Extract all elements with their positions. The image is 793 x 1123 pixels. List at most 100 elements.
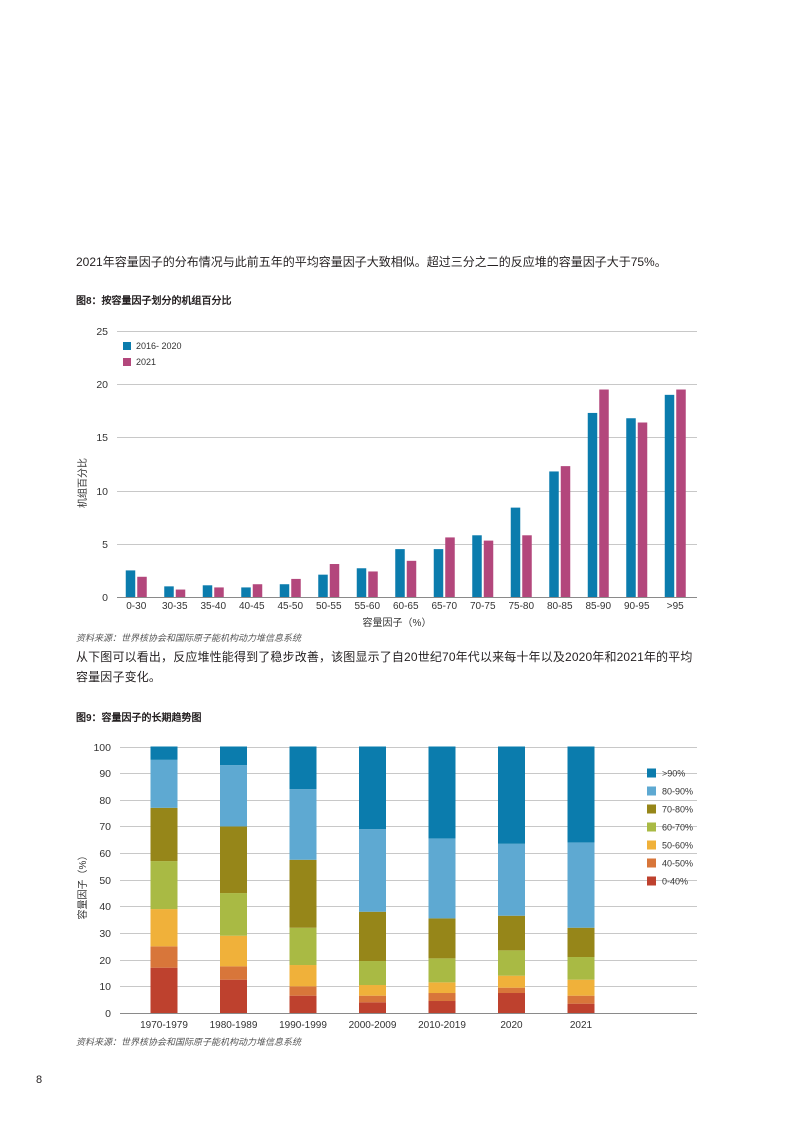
bar-segment-series4-cat6 [567, 927, 595, 958]
bar-segment-series5-cat6 [567, 842, 595, 928]
y-tick-label: 0 [105, 1008, 111, 1020]
bar-series0-cat3 [241, 587, 251, 597]
figure-8-bar-chart: 0 5 10 15 20 25 0-30 30-35 35-40 40-45 45-50 50-55 5… [76, 326, 697, 629]
x-tick-label: 2020 [500, 1020, 523, 1031]
bar-segment-series0-cat2 [289, 995, 317, 1013]
bar-segment-series1-cat5 [498, 987, 525, 994]
bar-series0-cat10 [510, 507, 521, 597]
y-tick-label: 5 [102, 539, 108, 551]
bar-series0-cat9 [472, 535, 482, 597]
x-tick-label: 1970-1979 [140, 1020, 188, 1031]
legend-label-1: 40-50% [662, 859, 693, 869]
y-tick-label: 0 [102, 592, 108, 604]
bar-segment-series5-cat3 [359, 829, 386, 912]
legend-swatch-0 [647, 876, 656, 886]
bar-segment-series4-cat4 [428, 918, 456, 959]
bar-segment-series4-cat1 [220, 826, 247, 894]
body-paragraph: 从下图可以看出，反应堆性能得到了稳步改善，该图显示了自20世纪70年代以来每十年… [76, 647, 693, 687]
bar-segment-series2-cat5 [498, 975, 525, 988]
bar-series0-cat14 [664, 394, 675, 597]
figure-8-title: 图8：按容量因子划分的机组百分比 [76, 296, 232, 307]
x-tick-label: 45-50 [277, 601, 303, 612]
bar-segment-series5-cat2 [289, 789, 317, 860]
page-number: 8 [36, 1074, 43, 1086]
bar-segment-series0-cat4 [428, 1001, 456, 1013]
x-tick-label: 60-65 [393, 601, 419, 612]
legend-label-6: >90% [662, 769, 685, 779]
figure-9-source: 资料来源：世界核协会和国际原子能机构动力堆信息系统 [76, 1037, 302, 1047]
bar-segment-series3-cat0 [150, 861, 178, 910]
x-tick-label: 75-80 [508, 601, 534, 612]
bar-segment-series2-cat2 [289, 965, 317, 987]
x-tick-label: 50-55 [316, 601, 342, 612]
bar-segment-series0-cat3 [359, 1002, 386, 1013]
legend-label-0: 2016- 2020 [136, 341, 182, 351]
x-tick-label: 70-75 [470, 601, 496, 612]
x-tick-label: 85-90 [585, 601, 611, 612]
intro-paragraph: 2021年容量因子的分布情况与此前五年的平均容量因子大致相似。超过三分之二的反应… [76, 255, 667, 269]
legend-label-4: 70-80% [662, 805, 693, 815]
legend-swatch-6 [647, 768, 656, 778]
bar-segment-series5-cat0 [150, 759, 178, 808]
bar-segment-series0-cat5 [498, 993, 525, 1013]
legend-swatch-2 [647, 840, 656, 850]
legend-label-5: 80-90% [662, 787, 693, 797]
bar-segment-series2-cat3 [359, 985, 386, 996]
bar-series1-cat13 [637, 422, 648, 597]
bar-segment-series1-cat6 [567, 995, 595, 1004]
bar-series1-cat12 [599, 389, 609, 597]
y-tick-label: 80 [99, 795, 111, 807]
body-paragraph-line-1: 从下图可以看出，反应堆性能得到了稳步改善，该图显示了自20世纪70年代以来每十年… [76, 650, 693, 664]
x-tick-label: 80-85 [547, 601, 573, 612]
bar-series0-cat12 [587, 412, 598, 597]
bar-segment-series2-cat0 [150, 909, 178, 947]
bar-segment-series2-cat4 [428, 982, 456, 994]
x-tick-label: 65-70 [431, 601, 457, 612]
bar-series0-cat4 [279, 584, 290, 597]
bar-series1-cat5 [329, 564, 340, 597]
bar-segment-series6-cat4 [428, 746, 456, 839]
bar-segment-series5-cat1 [220, 765, 247, 827]
x-tick-label: 90-95 [624, 601, 650, 612]
bar-segment-series0-cat0 [150, 967, 178, 1013]
bar-series1-cat14 [676, 389, 686, 597]
x-tick-label: 1980-1989 [210, 1020, 258, 1031]
bar-series1-cat8 [445, 537, 455, 597]
y-tick-label: 90 [99, 768, 111, 780]
bar-segment-series2-cat6 [567, 979, 595, 996]
bar-series1-cat4 [291, 578, 301, 597]
legend-label-3: 60-70% [662, 823, 693, 833]
bar-series0-cat6 [356, 568, 367, 597]
y-tick-label: 25 [96, 326, 108, 338]
bar-segment-series1-cat1 [220, 966, 247, 980]
bar-segment-series4-cat2 [289, 859, 317, 928]
bar-segment-series1-cat2 [289, 986, 317, 996]
bar-segment-series6-cat5 [498, 746, 525, 844]
body-paragraph-line-2: 容量因子变化。 [76, 670, 162, 684]
bar-series0-cat8 [433, 549, 444, 597]
bar-segment-series6-cat0 [150, 746, 178, 760]
bar-segment-series6-cat6 [567, 746, 595, 843]
x-tick-label: 55-60 [354, 601, 380, 612]
y-axis-title: 容量因子（%） [76, 851, 89, 920]
bar-series0-cat11 [549, 471, 559, 597]
bar-segment-series3-cat2 [289, 927, 317, 966]
y-tick-label: 100 [93, 742, 111, 754]
bar-segment-series0-cat6 [567, 1003, 595, 1013]
bar-segment-series4-cat3 [359, 911, 386, 962]
bar-segment-series2-cat1 [220, 935, 247, 967]
legend-swatch-0 [123, 342, 131, 350]
y-tick-label: 30 [99, 928, 111, 940]
bar-segment-series1-cat4 [428, 993, 456, 1002]
bar-segment-series4-cat0 [150, 807, 178, 862]
bar-segment-series5-cat5 [498, 843, 525, 916]
y-axis-title: 机组百分比 [76, 458, 89, 508]
legend-swatch-5 [647, 786, 656, 796]
legend-swatch-1 [647, 858, 656, 868]
y-tick-label: 20 [99, 955, 111, 967]
x-tick-label: 30-35 [162, 601, 188, 612]
x-tick-label: >95 [667, 601, 684, 612]
figure-8-source: 资料来源：世界核协会和国际原子能机构动力堆信息系统 [76, 633, 302, 643]
legend-label-1: 2021 [136, 357, 156, 367]
bar-series1-cat3 [252, 584, 263, 597]
